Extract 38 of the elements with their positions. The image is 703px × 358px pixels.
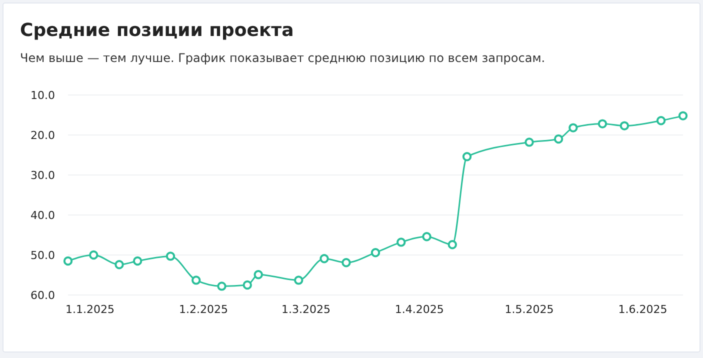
point xyxy=(342,258,351,268)
point xyxy=(620,121,630,130)
x-tick-label: 1.2.2025 xyxy=(178,303,228,316)
point xyxy=(396,238,406,247)
point xyxy=(114,260,124,270)
x-tick-label: 1.3.2025 xyxy=(281,303,330,316)
y-tick-label: 30.0 xyxy=(30,168,55,182)
point xyxy=(89,250,98,260)
point xyxy=(370,248,380,258)
point xyxy=(554,134,564,144)
point xyxy=(192,276,201,285)
point xyxy=(568,123,578,132)
point xyxy=(294,276,304,285)
point xyxy=(422,232,432,242)
x-tick-label: 1.6.2025 xyxy=(618,303,668,316)
chart-title: Средние позиции проекта xyxy=(20,20,294,41)
x-tick-label: 1.4.2025 xyxy=(394,303,444,316)
point xyxy=(656,116,666,126)
point xyxy=(448,240,457,250)
y-tick-label: 10.0 xyxy=(30,88,55,102)
y-tick-label: 50.0 xyxy=(30,248,55,262)
point xyxy=(678,111,688,120)
point xyxy=(598,119,608,128)
point xyxy=(63,256,73,266)
point xyxy=(242,280,252,290)
x-tick-label: 1.5.2025 xyxy=(504,303,554,316)
point xyxy=(462,152,472,162)
x-tick-label: 1.1.2025 xyxy=(65,303,114,316)
point xyxy=(166,252,176,261)
point xyxy=(254,270,263,280)
y-tick-label: 20.0 xyxy=(30,128,55,142)
point xyxy=(524,138,534,147)
point xyxy=(320,254,329,264)
y-tick-label: 60.0 xyxy=(30,288,55,302)
point xyxy=(132,256,142,266)
point xyxy=(217,282,226,291)
chart-subtitle: Чем выше — тем лучше. График показывает среднюю позицию по всем запросам. xyxy=(20,51,546,65)
y-tick-label: 40.0 xyxy=(30,208,55,222)
